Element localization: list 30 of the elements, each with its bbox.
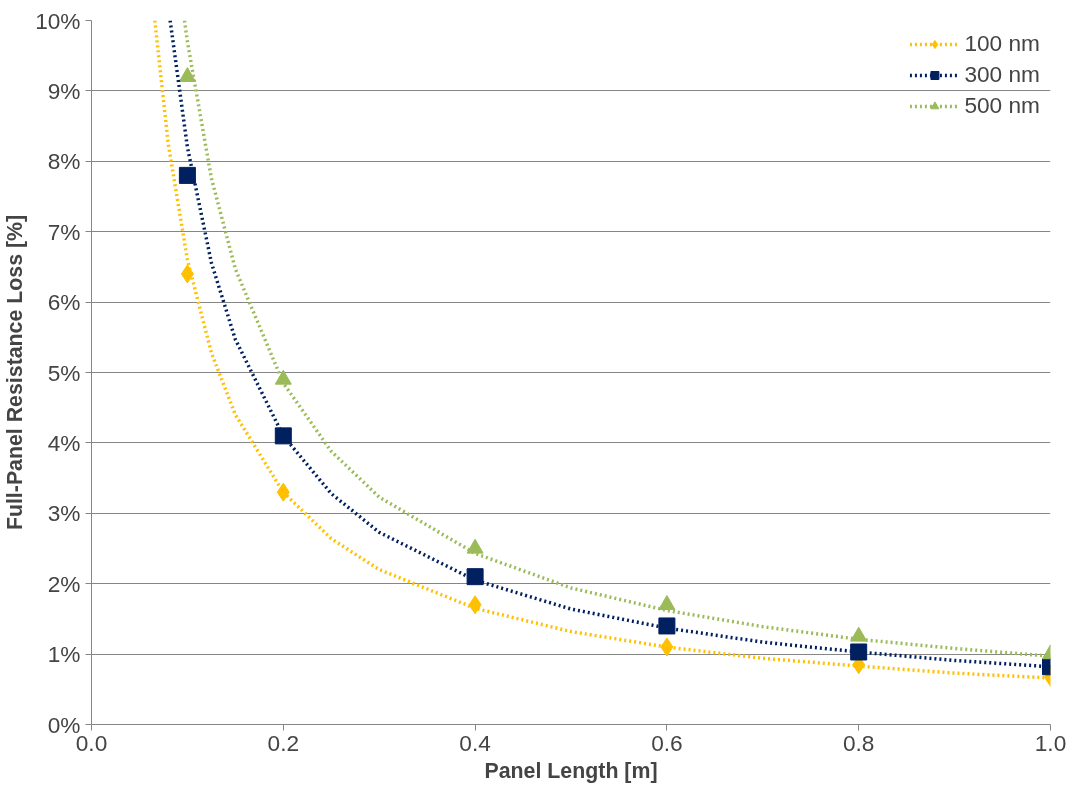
y-tick-label: 9% xyxy=(47,77,81,104)
x-tick-label: 0.8 xyxy=(842,729,875,756)
point xyxy=(466,568,484,586)
point xyxy=(178,166,196,184)
legend-label: 300 nm xyxy=(964,61,1040,88)
y-tick-label: 3% xyxy=(47,500,81,527)
point xyxy=(276,482,290,502)
y-tick-label: 2% xyxy=(47,570,81,597)
y-tick-label: 8% xyxy=(47,148,81,175)
y-tick-label: 10% xyxy=(35,7,81,34)
point xyxy=(180,264,194,284)
point xyxy=(660,637,674,657)
y-axis-title: Full-Panel Resistance Loss [%] xyxy=(3,214,28,531)
y-tick-label: 6% xyxy=(47,289,81,316)
y-tick-label: 4% xyxy=(47,429,81,456)
legend-label: 500 nm xyxy=(964,92,1040,119)
legend-label: 100 nm xyxy=(964,30,1040,57)
x-tick-label: 1.0 xyxy=(1034,729,1067,756)
point xyxy=(178,67,196,82)
x-axis-title: Panel Length [m] xyxy=(484,758,658,783)
x-tick-label: 0.4 xyxy=(459,729,491,756)
point xyxy=(850,643,868,661)
y-tick-label: 1% xyxy=(47,641,81,668)
y-tick-label: 5% xyxy=(47,359,81,386)
point xyxy=(468,595,482,615)
point xyxy=(274,427,292,445)
point xyxy=(658,617,676,635)
y-tick-label: 7% xyxy=(47,218,81,245)
x-tick-label: 0.2 xyxy=(267,729,300,756)
x-tick-label: 0.6 xyxy=(651,729,683,756)
